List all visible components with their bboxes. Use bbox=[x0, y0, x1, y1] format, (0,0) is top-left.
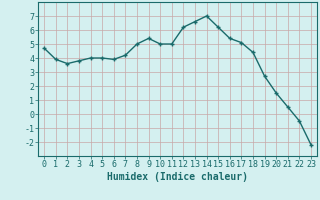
X-axis label: Humidex (Indice chaleur): Humidex (Indice chaleur) bbox=[107, 172, 248, 182]
